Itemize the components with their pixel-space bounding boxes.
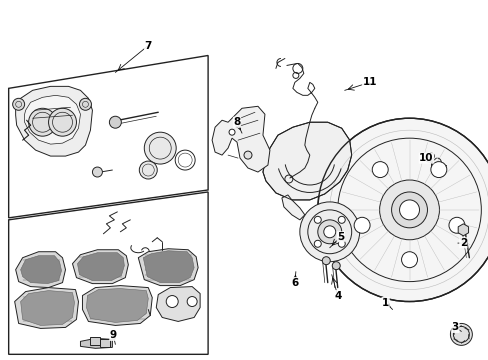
- Polygon shape: [86, 289, 148, 323]
- Circle shape: [317, 118, 488, 302]
- Circle shape: [314, 240, 321, 247]
- Circle shape: [314, 216, 321, 223]
- Polygon shape: [77, 253, 124, 280]
- Circle shape: [448, 217, 464, 233]
- Polygon shape: [457, 224, 468, 236]
- Circle shape: [139, 161, 157, 179]
- Circle shape: [187, 297, 197, 306]
- Polygon shape: [16, 86, 92, 156]
- Polygon shape: [24, 95, 81, 144]
- Polygon shape: [20, 291, 74, 325]
- Circle shape: [379, 180, 439, 240]
- Bar: [100, 339, 110, 347]
- Text: 9: 9: [110, 330, 117, 341]
- Text: 11: 11: [362, 77, 376, 87]
- Circle shape: [92, 167, 102, 177]
- Circle shape: [338, 240, 345, 247]
- Polygon shape: [212, 106, 269, 172]
- Circle shape: [48, 108, 76, 136]
- Polygon shape: [138, 249, 198, 285]
- Circle shape: [353, 217, 369, 233]
- Circle shape: [103, 293, 117, 306]
- Circle shape: [228, 129, 235, 135]
- Polygon shape: [9, 55, 208, 218]
- Circle shape: [166, 296, 178, 307]
- Circle shape: [371, 162, 387, 177]
- Circle shape: [449, 323, 471, 345]
- Circle shape: [13, 98, 24, 110]
- Polygon shape: [16, 252, 65, 288]
- Polygon shape: [9, 192, 208, 354]
- Polygon shape: [81, 338, 112, 348]
- Circle shape: [436, 168, 444, 176]
- Polygon shape: [143, 251, 194, 283]
- Circle shape: [391, 192, 427, 228]
- Circle shape: [109, 116, 121, 128]
- Circle shape: [29, 108, 57, 136]
- Circle shape: [399, 200, 419, 220]
- Text: 2: 2: [459, 238, 466, 248]
- Polygon shape: [20, 256, 61, 284]
- Text: 10: 10: [418, 153, 433, 163]
- Circle shape: [430, 162, 446, 177]
- Circle shape: [401, 252, 417, 268]
- Polygon shape: [15, 288, 78, 328]
- Circle shape: [338, 216, 345, 223]
- Circle shape: [299, 202, 359, 262]
- Text: 5: 5: [336, 232, 344, 242]
- Polygon shape: [281, 195, 304, 220]
- Text: 7: 7: [144, 41, 152, 50]
- Circle shape: [317, 220, 341, 244]
- Text: 3: 3: [451, 323, 458, 332]
- Circle shape: [322, 257, 329, 265]
- Text: 8: 8: [233, 117, 240, 127]
- Text: 6: 6: [291, 278, 298, 288]
- Circle shape: [80, 98, 91, 110]
- Bar: [90, 337, 100, 345]
- Circle shape: [144, 132, 176, 164]
- Text: 1: 1: [381, 297, 388, 307]
- Polygon shape: [263, 122, 351, 200]
- Circle shape: [323, 226, 335, 238]
- Polygon shape: [156, 287, 200, 321]
- Polygon shape: [82, 285, 152, 325]
- Polygon shape: [72, 250, 128, 284]
- Circle shape: [331, 262, 340, 270]
- Circle shape: [244, 151, 251, 159]
- Text: 4: 4: [333, 291, 341, 301]
